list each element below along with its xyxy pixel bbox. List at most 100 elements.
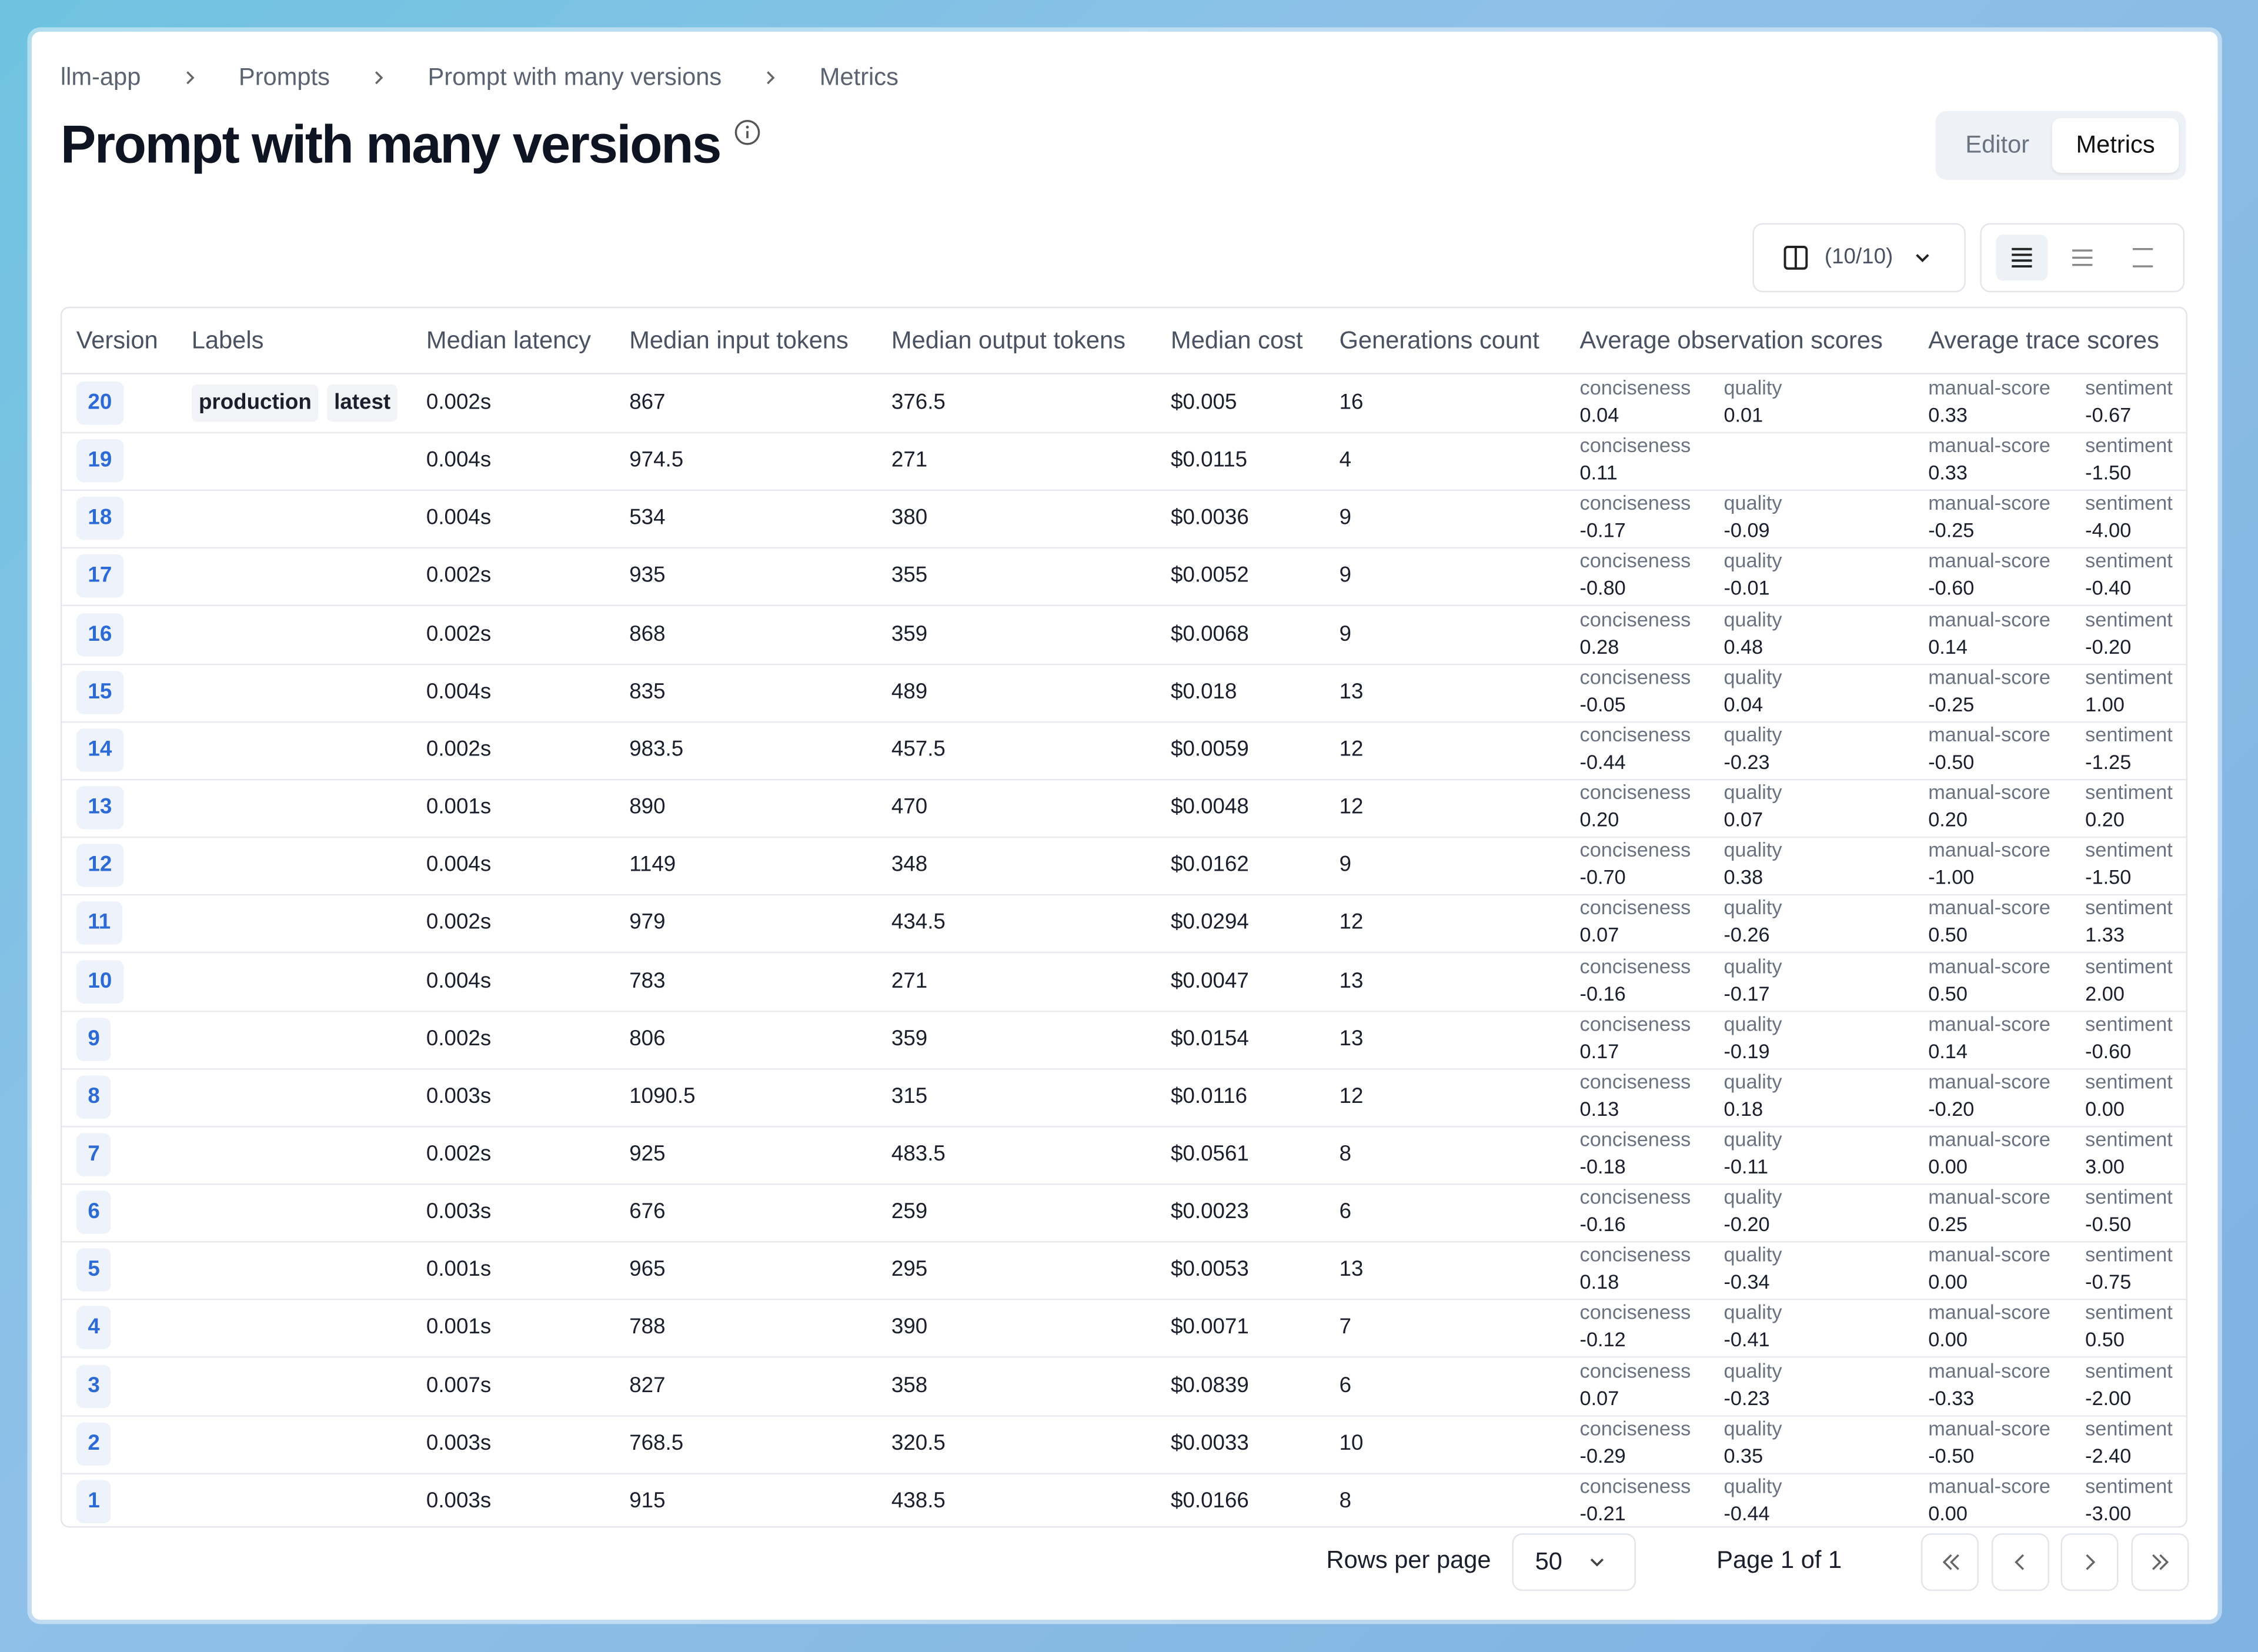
pager-icon	[2151, 1554, 2168, 1570]
score-value: -0.67	[2085, 403, 2132, 426]
cell: 827	[629, 1373, 666, 1397]
cell: 4	[1339, 447, 1352, 473]
score-value: 0.20	[2085, 808, 2125, 831]
score-name: sentiment	[2085, 1416, 2173, 1440]
breadcrumb[interactable]: Prompts	[238, 63, 330, 91]
version-link[interactable]: 4	[76, 1306, 112, 1350]
version-link[interactable]: 13	[76, 786, 123, 830]
cell: $0.005	[1171, 390, 1237, 415]
score-value: -4.00	[2085, 519, 2132, 542]
cell: $0.0561	[1171, 1141, 1249, 1166]
score-name: sentiment	[2085, 1243, 2173, 1266]
score-value: 0.01	[1723, 403, 1763, 426]
score-name: quality	[1723, 1185, 1782, 1208]
column-selector[interactable]: (10/10)	[1752, 223, 1966, 293]
cell: 489	[891, 679, 928, 704]
version-link[interactable]: 8	[76, 1075, 112, 1119]
version-link[interactable]: 10	[76, 959, 123, 1003]
score-value: 0.14	[1928, 634, 1968, 658]
score-value: 0.07	[1579, 923, 1619, 947]
version-link[interactable]: 14	[76, 728, 123, 772]
pager-button[interactable]	[1920, 1533, 1979, 1591]
pager-button[interactable]	[1990, 1533, 2049, 1591]
score-name: quality	[1723, 376, 1782, 399]
rows-per-page-label: Rows per page	[1326, 1546, 1491, 1574]
version-link[interactable]: 18	[76, 497, 123, 541]
tab-editor[interactable]: Editor	[1965, 131, 2030, 159]
version-link[interactable]: 7	[76, 1133, 112, 1176]
score-value: 0.04	[1579, 403, 1619, 426]
score-value: -1.50	[2085, 865, 2132, 889]
table-row: 10 0.004s 783 271 $0.0047 13 conciseness -0.16 q…	[62, 952, 2186, 1012]
version-link[interactable]: 9	[76, 1017, 112, 1061]
table-row: 4 0.001s 788 390 $0.0071 7 conciseness -0.12 qua…	[62, 1299, 2186, 1359]
version-link[interactable]: 15	[76, 670, 123, 714]
version-link[interactable]: 16	[76, 613, 123, 656]
score-value: 0.35	[1723, 1443, 1763, 1467]
cell: $0.0036	[1171, 506, 1249, 530]
score-value: 3.00	[2085, 1154, 2125, 1178]
version-link[interactable]: 20	[76, 381, 123, 425]
score-value: 0.50	[1928, 923, 1968, 947]
version-link[interactable]: 6	[76, 1190, 112, 1235]
breadcrumb[interactable]: Metrics	[819, 63, 898, 91]
version-link[interactable]: 2	[76, 1422, 112, 1466]
cell: 983.5	[629, 737, 684, 762]
density-icon[interactable]	[2069, 246, 2095, 269]
breadcrumb[interactable]: llm-app	[60, 63, 141, 91]
cell: 0.002s	[426, 1141, 492, 1166]
score-name: conciseness	[1579, 549, 1691, 573]
score-name: quality	[1723, 1300, 1782, 1324]
cell: $0.0052	[1171, 563, 1249, 588]
version-link[interactable]: 19	[76, 439, 123, 483]
score-value: 0.28	[1579, 634, 1619, 658]
cell: 355	[891, 563, 928, 588]
score-name: manual-score	[1928, 1300, 2050, 1324]
version-link[interactable]: 3	[76, 1364, 112, 1408]
score-name: sentiment	[2085, 954, 2173, 977]
score-name: manual-score	[1928, 1358, 2050, 1382]
density-compact[interactable]	[1996, 235, 2048, 281]
score-name: conciseness	[1579, 1474, 1691, 1497]
version-link[interactable]: 1	[76, 1480, 112, 1523]
breadcrumb[interactable]: Prompt with many versions	[427, 63, 722, 91]
label-badge: latest	[326, 384, 398, 422]
score-name: conciseness	[1579, 1243, 1691, 1266]
score-value: -0.40	[2085, 576, 2132, 600]
score-value: -0.16	[1579, 981, 1626, 1005]
cell: 295	[891, 1257, 928, 1282]
table-row: 12 0.004s 1149 348 $0.0162 9 conciseness -0.70 q…	[62, 837, 2186, 896]
score-value: -0.25	[1928, 519, 1975, 542]
score-value: -0.17	[1579, 519, 1626, 542]
pager-icon	[1942, 1554, 1959, 1570]
cell: $0.0116	[1171, 1084, 1248, 1109]
pager-icon	[2086, 1554, 2096, 1570]
score-name: conciseness	[1579, 1300, 1691, 1324]
tab-metrics[interactable]: Metrics	[2052, 118, 2179, 173]
pager-button[interactable]	[2130, 1533, 2189, 1591]
version-link[interactable]: 5	[76, 1248, 112, 1292]
score-name: quality	[1723, 1474, 1782, 1497]
density-icon[interactable]	[2130, 246, 2156, 269]
cell: 271	[891, 968, 928, 993]
version-link[interactable]: 11	[76, 901, 122, 945]
rows-per-page-select[interactable]: 50	[1512, 1533, 1636, 1591]
score-name: quality	[1723, 549, 1782, 573]
score-name: manual-score	[1928, 954, 2050, 977]
breadcrumb-separator	[375, 71, 383, 85]
view-tabs: Editor Metrics	[1935, 111, 2186, 180]
pager-button[interactable]	[2060, 1533, 2119, 1591]
cell: 0.002s	[426, 390, 492, 415]
score-name: quality	[1723, 664, 1782, 688]
cell: 0.002s	[426, 737, 492, 762]
score-value: 0.20	[1928, 808, 1968, 831]
table-row: 16 0.002s 868 359 $0.0068 9 conciseness 0.28 qua…	[62, 606, 2186, 665]
score-value: -2.40	[2085, 1443, 2132, 1467]
version-link[interactable]: 17	[76, 554, 123, 598]
score-name: manual-score	[1928, 723, 2050, 746]
score-name: conciseness	[1579, 1358, 1691, 1382]
table-row: 17 0.002s 935 355 $0.0052 9 conciseness -0.80 qu…	[62, 548, 2186, 607]
cell: $0.0053	[1171, 1257, 1249, 1282]
version-link[interactable]: 12	[76, 844, 123, 888]
info-icon[interactable]	[734, 118, 763, 147]
